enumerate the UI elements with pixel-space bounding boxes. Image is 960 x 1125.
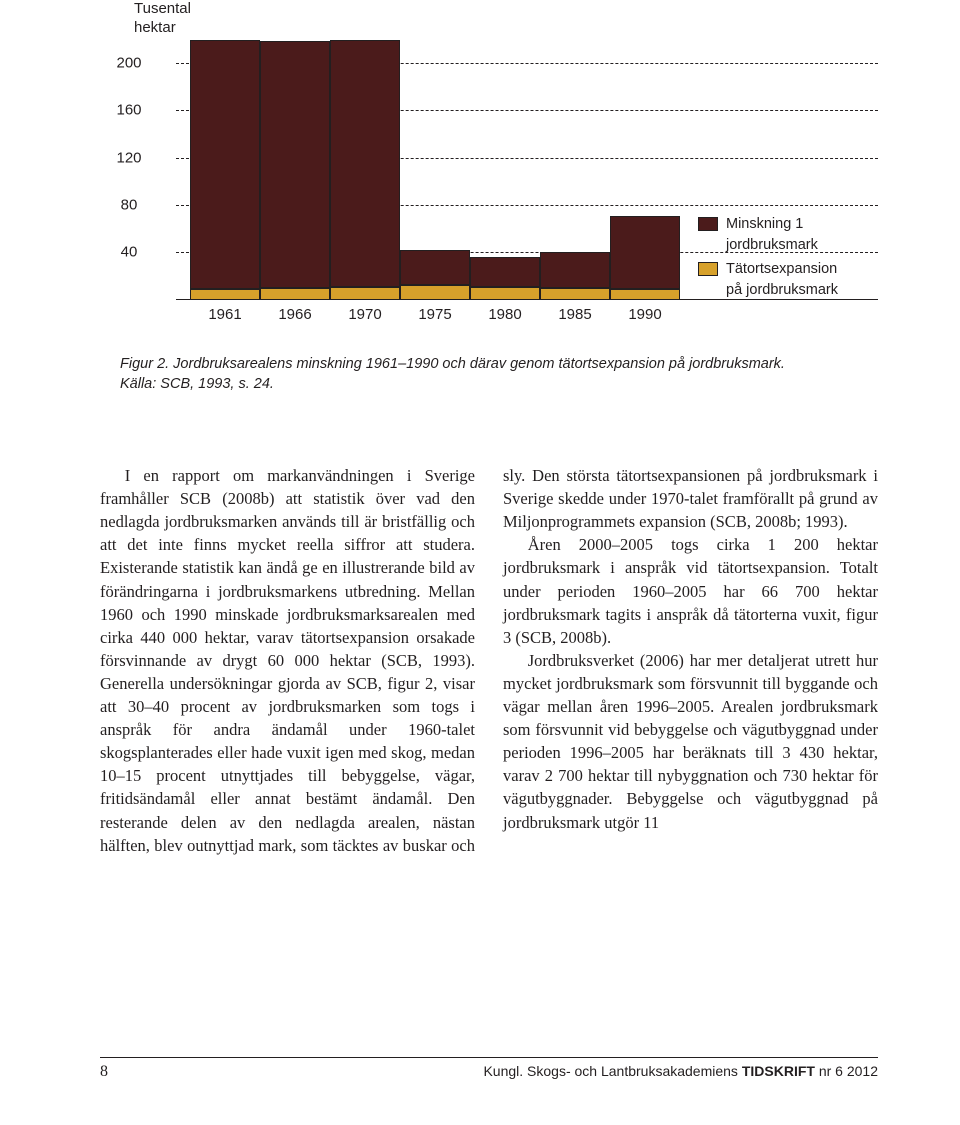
footer-journal: Kungl. Skogs- och Lantbruksakademiens TI…: [483, 1063, 878, 1081]
caption-title: Figur 2. Jordbruksarealens minskning 196…: [120, 354, 878, 374]
x-tick: 1966: [278, 306, 311, 323]
bar-upper: [470, 257, 540, 287]
x-tick: 1975: [418, 306, 451, 323]
footer-journal-prefix: Kungl. Skogs- och Lantbruksakademiens: [483, 1063, 741, 1079]
legend-label: Tätortsexpansion: [726, 260, 878, 278]
bar-lower: [400, 285, 470, 299]
page-footer: 8 Kungl. Skogs- och Lantbruksakademiens …: [0, 1057, 960, 1081]
legend-swatch-icon: [698, 217, 718, 231]
x-axis: 1961 1966 1970 1975 1980 1985 1990: [176, 306, 878, 324]
body-text: I en rapport om markanvändningen i Sveri…: [100, 464, 878, 857]
y-tick: 80: [100, 196, 158, 213]
x-tick: 1985: [558, 306, 591, 323]
y-tick: 120: [100, 149, 158, 166]
chart-figure: Tusental hektar 200 160 120 80 40: [100, 0, 878, 394]
bar-upper: [330, 40, 400, 287]
page-number: 8: [100, 1063, 108, 1081]
bar-upper: [260, 41, 330, 288]
bar-upper: [400, 250, 470, 285]
bar-upper: [190, 40, 260, 289]
page: Tusental hektar 200 160 120 80 40: [0, 0, 960, 1125]
y-tick: 200: [100, 55, 158, 72]
x-tick: 1970: [348, 306, 381, 323]
bar-upper: [610, 216, 680, 289]
legend-label: jordbruksmark: [726, 236, 878, 254]
paragraph: Åren 2000–2005 togs cirka 1 200 hektar j…: [503, 533, 878, 648]
footer-journal-bold: TIDSKRIFT: [742, 1063, 815, 1079]
paragraph: Jordbruksverket (2006) har mer detaljera…: [503, 649, 878, 834]
footer-journal-suffix: nr 6 2012: [815, 1063, 878, 1079]
legend-item: Tätortsexpansion: [698, 260, 878, 278]
legend-item: Minskning 1: [698, 215, 878, 233]
legend-item-line2: jordbruksmark: [726, 236, 878, 254]
chart-plot-area: 200 160 120 80 40: [100, 40, 878, 300]
bar-upper: [540, 252, 610, 287]
caption-source: Källa: SCB, 1993, s. 24.: [120, 374, 878, 394]
figure-caption: Figur 2. Jordbruksarealens minskning 196…: [120, 354, 878, 395]
bars-container: [176, 40, 686, 300]
legend-label: Minskning 1: [726, 215, 878, 233]
chart-legend: Minskning 1 jordbruksmark Tätortsexpansi…: [698, 215, 878, 300]
x-tick: 1990: [628, 306, 661, 323]
y-tick: 40: [100, 244, 158, 261]
x-tick: 1961: [208, 306, 241, 323]
plot-region: Minskning 1 jordbruksmark Tätortsexpansi…: [176, 40, 878, 300]
legend-swatch-icon: [698, 262, 718, 276]
footer-row: 8 Kungl. Skogs- och Lantbruksakademiens …: [100, 1063, 878, 1081]
legend-label: på jordbruksmark: [726, 281, 878, 299]
legend-item-line2: på jordbruksmark: [726, 281, 878, 299]
x-tick: 1980: [488, 306, 521, 323]
y-axis-label: Tusental hektar: [134, 0, 878, 38]
y-axis: 200 160 120 80 40: [100, 40, 158, 300]
footer-rule: [100, 1057, 878, 1058]
y-tick: 160: [100, 102, 158, 119]
